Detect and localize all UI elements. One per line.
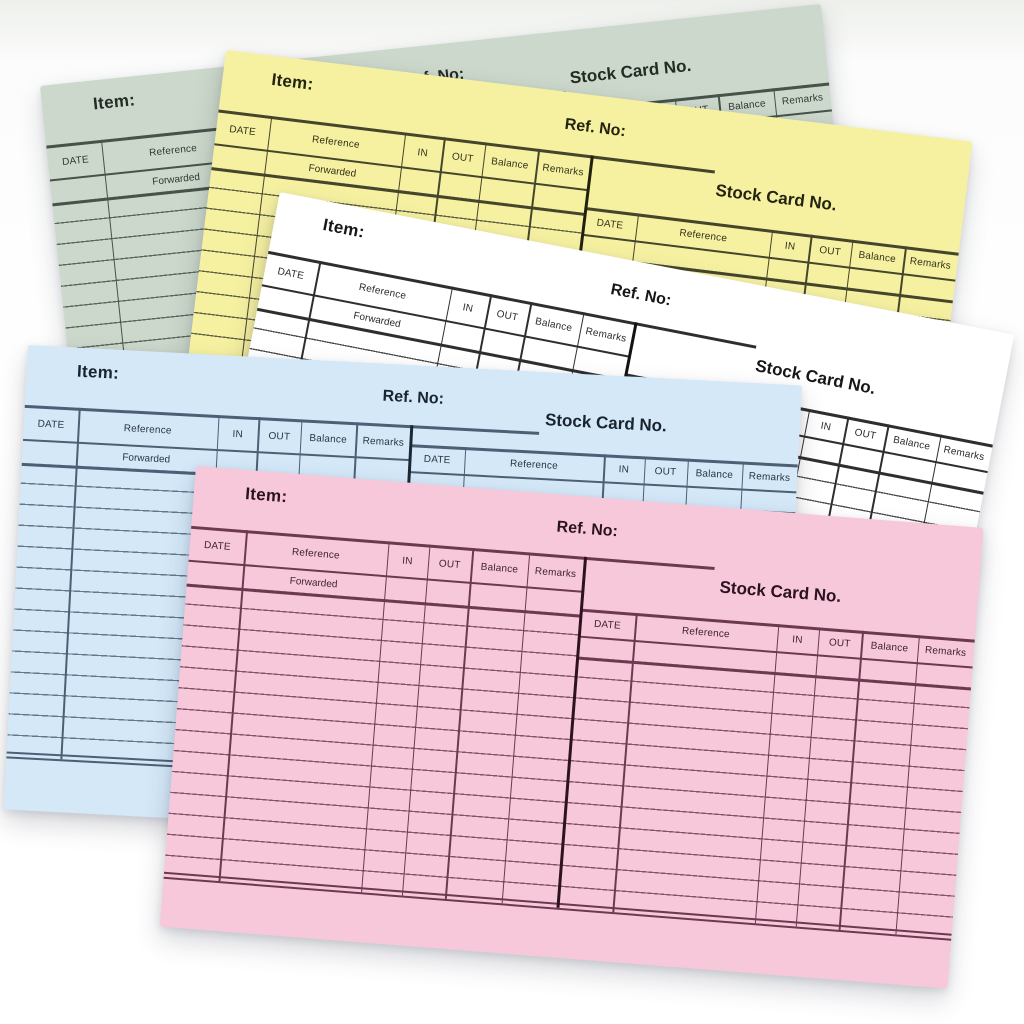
left-column-header-in: IN <box>416 146 429 159</box>
right-column-header-out: OUT <box>853 427 877 443</box>
left-column-header-balance: Balance <box>309 432 348 446</box>
left-column-header-out: OUT <box>268 430 291 443</box>
left-column-header-out: OUT <box>451 150 475 165</box>
left-column-header-remarks: Remarks <box>541 161 585 178</box>
left-column-header-out: OUT <box>438 557 462 571</box>
right-column-header-remarks: Remarks <box>909 255 952 272</box>
stock-card-no-label: Stock Card No. <box>718 577 842 606</box>
left-column-header-in: IN <box>401 554 414 567</box>
left-column-header-date: DATE <box>228 123 257 138</box>
left-column-header-remarks: Remarks <box>534 565 577 580</box>
left-column-header-balance: Balance <box>480 561 519 576</box>
right-column-header-in: IN <box>791 634 804 647</box>
right-column-header-date: DATE <box>595 217 624 232</box>
right-column-header-balance: Balance <box>695 468 734 482</box>
pink-stock-card: Item: Ref. No: Stock Card No. DATE Refer… <box>159 466 984 989</box>
right-column-header-out: OUT <box>828 637 851 650</box>
right-column-header-in: IN <box>784 240 796 253</box>
right-column-header-out: OUT <box>818 244 842 259</box>
left-column-header-date: DATE <box>203 539 232 553</box>
right-column-header-date: DATE <box>423 453 451 467</box>
left-column-header-balance: Balance <box>534 315 574 334</box>
left-column-header-remarks: Remarks <box>584 325 628 345</box>
right-column-header-balance: Balance <box>857 249 897 266</box>
right-column-header-out: OUT <box>654 465 677 479</box>
left-column-header-in: IN <box>232 428 244 440</box>
right-column-header-remarks: Remarks <box>924 644 967 659</box>
left-column-header-reference: Reference <box>311 133 361 151</box>
right-column-header-date: DATE <box>593 618 622 632</box>
left-column-header-date: DATE <box>276 265 305 282</box>
left-column-header-reference: Reference <box>291 546 341 562</box>
right-column-header-balance: Balance <box>870 640 909 655</box>
left-column-header-date: DATE <box>37 418 65 431</box>
left-column-header-balance: Balance <box>490 155 530 172</box>
right-column-header-remarks: Remarks <box>748 470 791 485</box>
left-column-header-reference: Reference <box>123 422 172 437</box>
right-column-header-remarks: Remarks <box>942 444 986 464</box>
left-column-header-in: IN <box>461 301 475 315</box>
left-column-header-remarks: Remarks <box>362 435 405 449</box>
right-column-header-in: IN <box>618 464 630 476</box>
right-column-header-balance: Balance <box>892 434 932 453</box>
left-column-header-out: OUT <box>495 308 520 324</box>
right-column-header-reference: Reference <box>509 458 559 472</box>
left-column-header-date: DATE <box>61 153 90 168</box>
right-column-header-in: IN <box>819 420 832 434</box>
right-column-header-remarks: Remarks <box>781 92 824 108</box>
right-column-header-reference: Reference <box>681 625 731 641</box>
